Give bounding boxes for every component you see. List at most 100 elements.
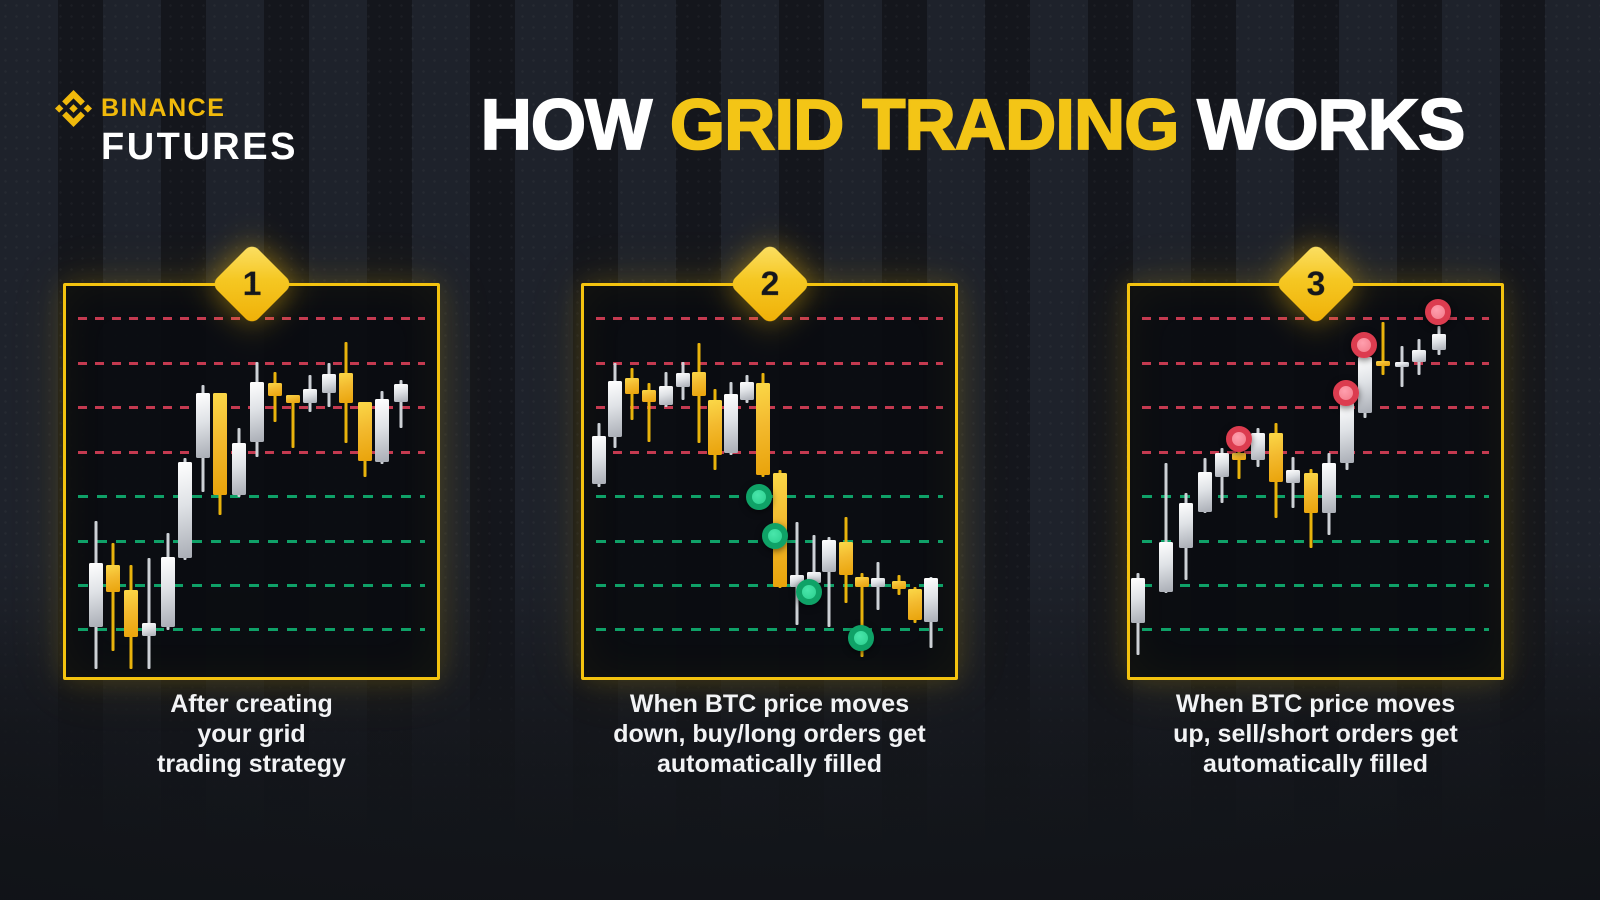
candle-wick <box>860 572 863 658</box>
sell-order-filled-marker <box>1351 332 1378 359</box>
binance-logo-icon <box>55 90 92 127</box>
candle-wick <box>399 379 403 428</box>
candle-body-white <box>1159 542 1174 593</box>
candle-body-yellow <box>339 372 354 403</box>
logo-product-text: FUTURES <box>101 126 298 168</box>
candle-body-yellow <box>624 377 639 394</box>
candle-wick <box>147 558 151 670</box>
step-number-1: 1 <box>242 264 261 303</box>
candle-body-yellow <box>891 580 906 590</box>
candle-body-yellow <box>707 400 722 455</box>
sell-order-filled-marker <box>1225 425 1252 452</box>
step-panel-1: 1 <box>63 242 440 680</box>
candle-body-white <box>249 382 264 442</box>
candle-body-white <box>1250 433 1265 460</box>
candle-body-yellow <box>692 372 707 396</box>
candle-body-white <box>807 571 822 584</box>
candle-body-white <box>923 578 938 622</box>
candle-body-white <box>1340 402 1355 464</box>
candle-body-white <box>1214 452 1229 478</box>
grid-line-green <box>1142 540 1489 544</box>
sell-order-filled-marker <box>1333 380 1360 407</box>
candle-body-yellow <box>1232 452 1247 460</box>
candle-wick <box>812 535 816 588</box>
binance-futures-logo: BINANCE FUTURES <box>55 90 298 166</box>
caption-step-2: When BTC price moves down, buy/long orde… <box>613 690 926 778</box>
step-panel-3: 3 <box>1127 242 1504 680</box>
candle-body-white <box>195 393 210 459</box>
grid-line-red <box>78 451 425 454</box>
candle-body-white <box>658 386 673 405</box>
candle-body-yellow <box>854 576 869 588</box>
candle-body-white <box>142 623 157 636</box>
candle-body-white <box>1179 503 1194 548</box>
step-badge-3: 3 <box>1274 242 1357 326</box>
candle-wick <box>795 522 799 625</box>
candle-body-yellow <box>838 542 853 575</box>
sell-order-filled-marker <box>1424 298 1451 325</box>
grid-line-green <box>78 495 425 499</box>
candlestick-chart-3 <box>1130 286 1501 677</box>
candle-body-white <box>591 436 606 484</box>
candle-body-yellow <box>106 565 121 593</box>
grid-line-red <box>1142 451 1489 454</box>
candle-body-white <box>1358 357 1373 414</box>
candlestick-chart-1 <box>66 286 437 677</box>
grid-line-green <box>596 628 943 632</box>
candle-body-white <box>375 398 390 462</box>
buy-order-filled-marker <box>848 624 875 651</box>
candle-body-white <box>871 578 886 588</box>
grid-line-red <box>1142 406 1489 410</box>
step-panel-2: 2 <box>581 242 958 680</box>
candle-body-white <box>1412 350 1427 362</box>
candle-body-yellow <box>641 390 656 403</box>
candle-body-yellow <box>267 382 282 396</box>
candle-wick <box>291 395 295 448</box>
candle-wick <box>111 542 115 652</box>
grid-line-red <box>1142 361 1489 365</box>
candle-body-yellow <box>123 589 138 638</box>
candle-body-white <box>393 384 408 403</box>
buy-order-filled-marker <box>762 522 789 549</box>
candle-wick <box>630 368 634 421</box>
candle-body-white <box>1197 472 1212 512</box>
grid-line-red <box>596 361 943 365</box>
candle-body-white <box>739 382 754 401</box>
title-highlight: GRID TRADING <box>669 85 1180 166</box>
grid-line-green <box>78 540 425 544</box>
candle-body-white <box>1431 334 1446 351</box>
grid-line-green <box>78 628 425 632</box>
grid-line-green <box>1142 628 1489 632</box>
grid-line-green <box>78 583 425 587</box>
candle-body-white <box>608 381 623 437</box>
caption-step-1: After creating your grid trading strateg… <box>157 690 346 778</box>
grid-line-green <box>596 583 943 587</box>
candle-wick <box>647 382 651 442</box>
title-part-2: WORKS <box>1178 85 1466 166</box>
candle-body-white <box>231 443 246 496</box>
candle-wick <box>1237 447 1241 480</box>
step-badge-1: 1 <box>210 242 293 326</box>
candle-body-yellow <box>907 589 922 620</box>
candle-body-yellow <box>1376 361 1391 367</box>
candle-body-yellow <box>1304 472 1319 514</box>
candle-body-yellow <box>1268 433 1283 482</box>
candle-body-yellow <box>213 393 228 496</box>
step-number-2: 2 <box>760 264 779 303</box>
grid-line-green <box>1142 583 1489 587</box>
candle-wick <box>273 372 277 423</box>
candle-wick <box>1381 321 1385 376</box>
step-badge-2: 2 <box>728 242 811 326</box>
candle-body-yellow <box>286 395 301 403</box>
candle-body-white <box>303 388 318 403</box>
page-title: HOW GRID TRADING WORKS <box>400 85 1545 166</box>
candle-body-white <box>1322 463 1337 514</box>
candle-body-white <box>675 372 690 387</box>
candle-wick <box>1164 463 1168 593</box>
candle-body-white <box>88 562 103 627</box>
candle-body-white <box>160 556 175 627</box>
candle-body-white <box>1285 470 1300 484</box>
candle-body-white <box>321 373 336 394</box>
candle-wick <box>827 537 831 627</box>
candle-body-white <box>723 393 738 453</box>
